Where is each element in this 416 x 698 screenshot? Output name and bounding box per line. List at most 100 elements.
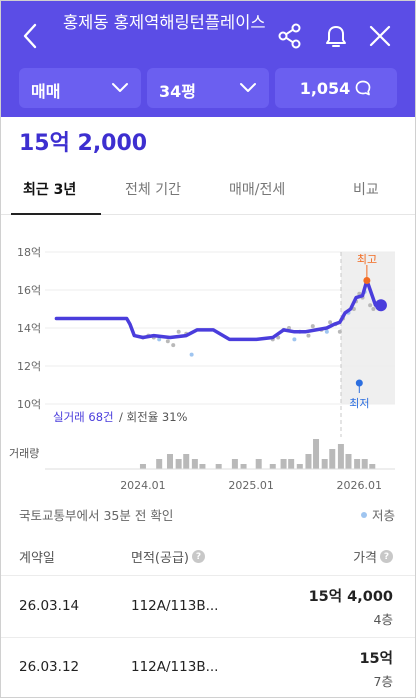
header-date-label: 계약일 (19, 551, 55, 566)
volume-bar (288, 459, 295, 469)
transaction-point (189, 352, 194, 357)
row-floor: 4층 (373, 612, 393, 627)
stats-turnover: / 회전율 31% (119, 410, 188, 424)
low-point (355, 379, 363, 387)
chevron-down-icon (112, 83, 128, 92)
legend-low-floor: 저층 (360, 505, 395, 524)
tab-all-period[interactable]: 전체 기간 (125, 182, 181, 198)
chevron-down-icon (240, 83, 256, 92)
transaction-point (337, 329, 342, 334)
header-date: 계약일 (19, 547, 55, 566)
volume-bar (354, 459, 361, 469)
current-price: 15억 2,000 (19, 131, 148, 156)
transaction-point (292, 337, 297, 342)
volume-bar (305, 454, 312, 469)
back-icon[interactable] (19, 21, 43, 51)
row-price: 15억 4,000 (308, 589, 393, 605)
x-tick-label: 2025.01 (228, 479, 274, 492)
header-area: 면적(공급) ? (131, 547, 205, 566)
header-area-label: 면적(공급) (131, 551, 189, 566)
divider (1, 637, 415, 638)
y-tick-label: 16억 (17, 284, 41, 297)
volume-bar (139, 464, 146, 469)
row-area: 112A/113B... (131, 659, 219, 675)
x-tick-label: 2026.01 (337, 479, 383, 492)
volume-bar (255, 459, 262, 469)
volume-bar (166, 454, 173, 469)
row-date: 26.03.14 (19, 598, 80, 614)
current-point (374, 299, 387, 312)
volume-bar (329, 449, 336, 469)
volume-bar (345, 454, 352, 469)
share-icon[interactable] (275, 21, 305, 51)
volume-bar (156, 459, 163, 469)
legend-label: 저층 (371, 508, 395, 523)
volume-bar (369, 464, 376, 469)
tab-compare[interactable]: 비교 (353, 182, 379, 198)
volume-bar (337, 444, 344, 469)
volume-bar (191, 459, 198, 469)
transaction-point (176, 329, 181, 334)
comments-count: 1,054 (299, 78, 351, 98)
period-tabs: 최근 3년 전체 기간 매매/전세 비교 (1, 169, 415, 215)
deal-type-label: 매매 (31, 82, 61, 101)
volume-label: 거래량 (9, 447, 39, 460)
header: 홍제동 홍제역해링턴플레이스 매매 34평 1 (1, 1, 415, 117)
close-icon[interactable] (365, 21, 395, 51)
y-tick-label: 10억 (17, 398, 41, 411)
high-label: 최고 (357, 253, 377, 266)
help-icon[interactable]: ? (380, 550, 393, 563)
header-price: 가격 ? (353, 547, 393, 566)
y-tick-label: 12억 (17, 360, 41, 373)
volume-bar (313, 439, 320, 469)
volume-bar (361, 459, 368, 469)
high-point (363, 277, 371, 284)
transaction-point (324, 329, 329, 334)
stats-count: 실거래 68건 (53, 410, 114, 424)
transaction-point (328, 320, 333, 325)
deal-type-select[interactable]: 매매 (19, 68, 141, 108)
low-label: 최저 (349, 397, 369, 410)
transaction-point (165, 339, 170, 344)
source-text: 국토교통부에서 35분 전 확인 (19, 508, 174, 523)
help-icon[interactable]: ? (191, 550, 205, 563)
row-area: 112A/113B... (131, 598, 219, 614)
transaction-point (171, 343, 176, 348)
volume-bar (175, 459, 182, 469)
volume-bar (199, 464, 206, 469)
y-tick-label: 18억 (17, 246, 41, 259)
transaction-point (157, 337, 162, 342)
size-select[interactable]: 34평 (147, 68, 269, 108)
transaction-point (371, 307, 376, 311)
volume-bar (269, 464, 276, 469)
volume-bar (215, 464, 222, 469)
transaction-point (306, 333, 311, 338)
transaction-point (310, 324, 315, 329)
y-tick-label: 14억 (17, 322, 41, 335)
legend-dot (360, 511, 367, 518)
row-floor: 7층 (373, 674, 393, 689)
divider (1, 575, 415, 576)
volume-bar (231, 459, 238, 469)
volume-bar (240, 464, 247, 469)
size-label: 34평 (159, 82, 196, 101)
comments-button[interactable]: 1,054 (275, 68, 397, 108)
active-tab-indicator (11, 213, 101, 215)
row-date: 26.03.12 (19, 659, 80, 675)
header-price-label: 가격 (353, 551, 377, 566)
price-line (54, 278, 383, 342)
tab-sale-jeonse[interactable]: 매매/전세 (229, 182, 286, 198)
transaction-point (368, 303, 373, 308)
volume-bar (183, 454, 190, 469)
bell-icon[interactable] (321, 21, 351, 51)
x-tick-label: 2024.01 (120, 479, 166, 492)
volume-bar (280, 459, 287, 469)
page-title: 홍제동 홍제역해링턴플레이스 (63, 13, 266, 32)
chat-bubble-icon (355, 80, 371, 96)
row-price: 15억 (359, 651, 393, 667)
volume-bar (321, 459, 328, 469)
tab-recent-3y[interactable]: 최근 3년 (23, 182, 77, 198)
volume-bar (296, 464, 303, 469)
